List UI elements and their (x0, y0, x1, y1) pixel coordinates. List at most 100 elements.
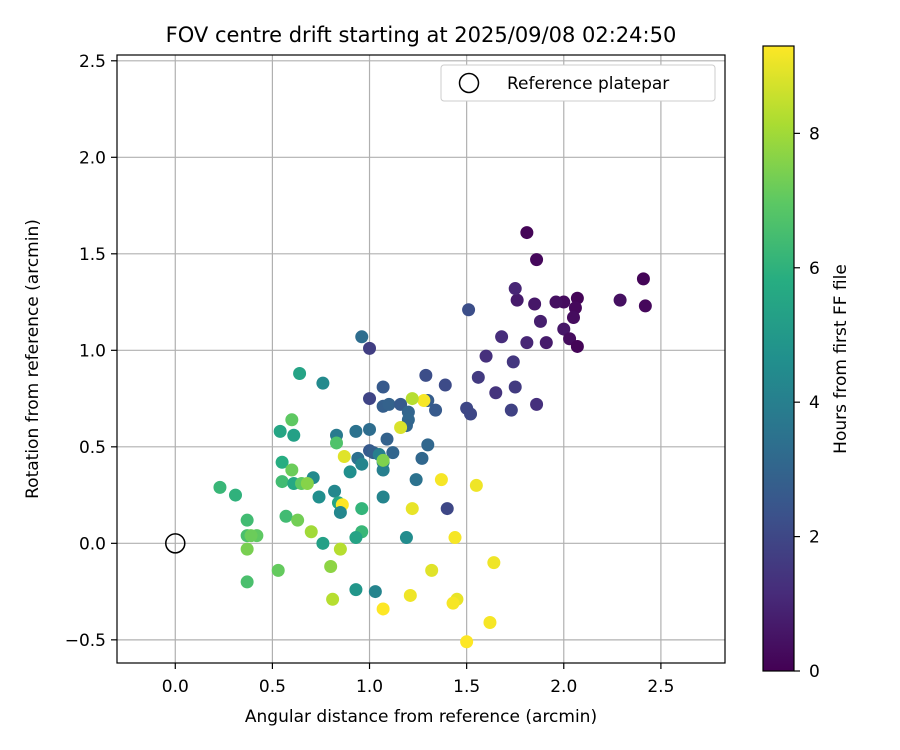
data-point (316, 376, 330, 390)
legend-box (440, 64, 716, 102)
data-point (380, 432, 394, 446)
data-point (495, 330, 509, 344)
data-point (349, 424, 363, 438)
data-point (333, 505, 347, 519)
x-axis-label: Angular distance from reference (arcmin) (245, 707, 597, 727)
data-point (240, 513, 254, 527)
data-point (285, 413, 299, 427)
colorbar-label: Hours from first FF file (831, 264, 851, 454)
plot-background (117, 55, 725, 663)
data-point (285, 463, 299, 477)
x-axis-ticks: 0.0 0.5 1.0 1.5 2.0 2.5 (162, 663, 674, 697)
data-point (326, 592, 340, 606)
data-point (279, 509, 293, 523)
data-point (376, 602, 390, 616)
data-point (489, 386, 503, 400)
data-point (287, 428, 301, 442)
y-tick-label: 2.5 (79, 52, 106, 72)
data-point (520, 226, 534, 240)
x-tick-label: 2.5 (647, 677, 674, 697)
data-point (355, 502, 369, 516)
data-point (429, 403, 443, 417)
data-point (415, 451, 429, 465)
data-point (549, 295, 563, 309)
data-point (312, 490, 326, 504)
y-tick-label: 2.0 (79, 148, 106, 168)
grid (117, 55, 725, 663)
data-point (368, 585, 382, 599)
data-point (376, 490, 390, 504)
data-point (333, 542, 347, 556)
chart-title: FOV centre drift starting at 2025/09/08 … (166, 23, 677, 47)
data-point (425, 563, 439, 577)
y-tick-label: 0.0 (79, 534, 106, 554)
data-point (300, 476, 314, 490)
plot-area: 0.0 0.5 1.0 1.5 2.0 2.5 −0.5 0.0 0.5 1.0 1.5 2.0 2.… (65, 52, 726, 697)
data-point (240, 575, 254, 589)
data-point (405, 392, 419, 406)
y-tick-label: 1.5 (79, 245, 106, 265)
data-point (483, 615, 497, 629)
data-point (528, 297, 542, 311)
data-point (394, 421, 408, 435)
data-point (506, 355, 520, 369)
data-point (363, 392, 377, 406)
data-point (613, 293, 627, 307)
data-point (405, 502, 419, 516)
data-point (291, 513, 305, 527)
data-point (638, 299, 652, 313)
data-point (419, 368, 433, 382)
colorbar: 0 2 4 6 8 Hours from first FF file (762, 45, 851, 682)
data-point (533, 314, 547, 328)
data-point (304, 525, 318, 539)
data-point (343, 465, 357, 479)
data-point (337, 449, 351, 463)
legend-entry: Reference platepar (507, 74, 669, 94)
data-point (479, 349, 493, 363)
data-point (570, 291, 584, 305)
data-point (386, 446, 400, 460)
colorbar-gradient (762, 45, 795, 672)
data-point (417, 393, 431, 407)
data-point (275, 455, 289, 469)
data-point (409, 473, 423, 487)
data-point (403, 588, 417, 602)
data-point (440, 502, 454, 516)
data-point (434, 473, 448, 487)
data-point (557, 322, 571, 336)
data-point (376, 463, 390, 477)
data-point (508, 380, 522, 394)
data-point (487, 556, 501, 570)
y-tick-label: 1.0 (79, 341, 106, 361)
x-tick-label: 2.0 (550, 677, 577, 697)
data-point (324, 559, 338, 573)
data-point (469, 478, 483, 492)
data-point (363, 422, 377, 436)
data-point (363, 341, 377, 355)
data-point (275, 475, 289, 489)
data-point (293, 366, 307, 380)
colorbar-tick-label: 6 (809, 259, 820, 279)
data-point (376, 453, 390, 467)
data-point (539, 336, 553, 350)
data-point (328, 484, 342, 498)
data-point (462, 303, 476, 317)
data-point (316, 536, 330, 550)
scatter-points (213, 226, 652, 649)
data-point (228, 488, 242, 502)
x-tick-label: 1.5 (453, 677, 480, 697)
data-point (376, 380, 390, 394)
x-tick-label: 0.0 (162, 677, 189, 697)
y-tick-label: −0.5 (65, 631, 106, 651)
data-point (355, 457, 369, 471)
colorbar-ticks: 0 2 4 6 8 (794, 124, 820, 682)
legend: Reference platepar (440, 64, 716, 102)
reference-marker (165, 533, 186, 554)
data-point (213, 480, 227, 494)
data-point (421, 438, 435, 452)
data-point (566, 311, 580, 325)
data-point (382, 397, 396, 411)
data-point (460, 635, 474, 649)
x-tick-label: 0.5 (259, 677, 286, 697)
